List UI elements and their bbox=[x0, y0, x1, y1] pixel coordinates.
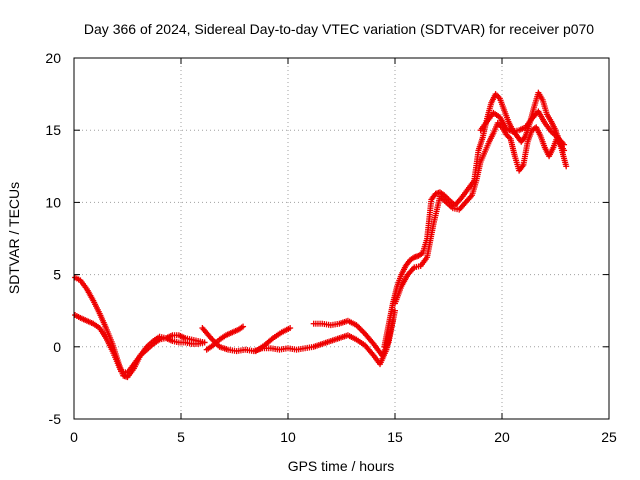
y-tick-label: 0 bbox=[53, 339, 61, 355]
data-point bbox=[392, 307, 398, 314]
x-tick-label: 20 bbox=[494, 429, 510, 445]
y-tick-label: 15 bbox=[45, 122, 61, 138]
data-point bbox=[356, 325, 363, 332]
data-point bbox=[561, 141, 568, 148]
data-point bbox=[240, 323, 247, 330]
y-tick-label: 20 bbox=[45, 50, 61, 66]
grid bbox=[74, 58, 609, 419]
x-tick-label: 0 bbox=[70, 429, 78, 445]
data-point bbox=[357, 326, 364, 333]
y-tick-label: 10 bbox=[45, 194, 61, 210]
plot-frame bbox=[73, 57, 610, 420]
y-axis-label: SDTVAR / TECUs bbox=[6, 182, 22, 294]
data-point bbox=[201, 339, 208, 346]
data-point bbox=[563, 163, 570, 170]
x-tick-label: 25 bbox=[601, 429, 617, 445]
data-point bbox=[287, 325, 294, 332]
data-points bbox=[72, 89, 570, 381]
y-tick-label: -5 bbox=[49, 411, 62, 427]
x-axis-label: GPS time / hours bbox=[288, 458, 395, 474]
y-tick-label: 5 bbox=[53, 267, 61, 283]
x-tick-label: 5 bbox=[177, 429, 185, 445]
x-tick-label: 10 bbox=[280, 429, 296, 445]
data-point bbox=[359, 327, 366, 334]
chart-title: Day 366 of 2024, Sidereal Day-to-day VTE… bbox=[84, 21, 594, 37]
x-tick-label: 15 bbox=[387, 429, 403, 445]
axis-ticks: 0 5 10 15 20 25 -5 0 5 10 15 20 bbox=[45, 50, 617, 445]
